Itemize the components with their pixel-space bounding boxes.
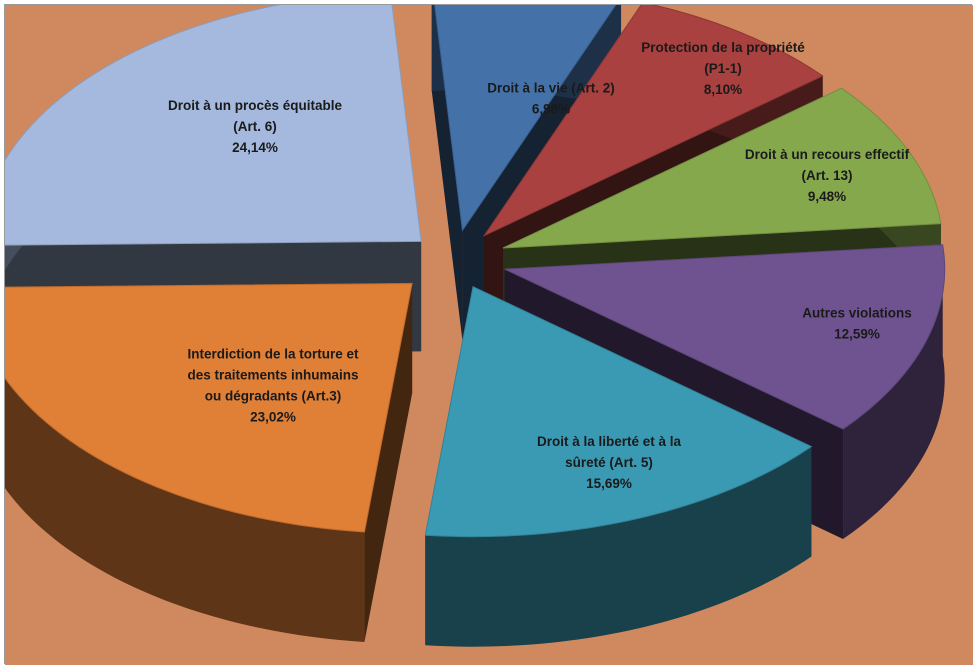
pie-slice-droit-a-la-liberte-et-a-la — [424, 285, 813, 647]
slice-label-line: 15,69% — [586, 476, 632, 491]
slice-label: Protection de la propriété (P1-1) 8,10% — [641, 40, 805, 97]
slice-label-line: Interdiction de la torture et — [187, 347, 359, 362]
slice-label: Autres violations 12,59% — [802, 306, 912, 342]
slice-label-line: sûreté (Art. 5) — [565, 455, 653, 470]
pie-slice-interdiction-de-la-torture-et — [5, 282, 413, 642]
slice-label-line: 8,10% — [704, 82, 742, 97]
slice-top-face — [482, 5, 824, 237]
slice-label: Droit à un procès équitable (Art. 6) 24,14… — [168, 98, 343, 155]
slice-label-line: 24,14% — [232, 140, 278, 155]
slice-label-line: Droit à un recours effectif — [745, 147, 910, 162]
slice-top-face — [5, 5, 422, 246]
slice-outer-wall — [843, 244, 945, 539]
slice-label-line: Droit à la vie (Art. 2) — [487, 81, 615, 96]
slice-top-face — [504, 244, 946, 430]
slice-label: Droit à la vie (Art. 2) 6,98% — [487, 81, 615, 117]
slice-label-line: Protection de la propriété — [641, 40, 805, 55]
slice-label-line: des traitements inhumains — [187, 368, 358, 383]
slice-top-face — [424, 285, 813, 538]
slice-label-line: 12,59% — [834, 327, 880, 342]
slice-outer-wall — [5, 378, 365, 642]
chart-frame: Droit à la vie (Art. 2) 6,98% Protection d… — [4, 4, 973, 665]
slice-label-line: 9,48% — [808, 189, 846, 204]
slice-label-line: Droit à la liberté et à la — [537, 434, 682, 449]
slice-label: Droit à la liberté et à la sûreté (Art. 5… — [537, 434, 682, 491]
slice-outer-wall — [425, 446, 812, 647]
slice-label-line: (P1-1) — [704, 61, 742, 76]
slice-label-line: 23,02% — [250, 410, 296, 425]
slice-label-line: ou dégradants (Art.3) — [205, 389, 342, 404]
pie-chart: Droit à la vie (Art. 2) 6,98% Protection d… — [5, 5, 973, 665]
slice-label: Droit à un recours effectif (Art. 13) 9,48… — [745, 147, 910, 204]
slice-label-line: (Art. 6) — [233, 119, 277, 134]
slice-label-line: Autres violations — [802, 306, 912, 321]
slice-top-face — [502, 87, 942, 249]
slice-top-face — [5, 282, 413, 533]
slice-label: Interdiction de la torture et des traitem… — [187, 347, 359, 425]
slice-label-line: 6,98% — [532, 102, 570, 117]
slice-label-line: (Art. 13) — [801, 168, 852, 183]
slice-top-face — [434, 5, 617, 232]
slice-label-line: Droit à un procès équitable — [168, 98, 343, 113]
